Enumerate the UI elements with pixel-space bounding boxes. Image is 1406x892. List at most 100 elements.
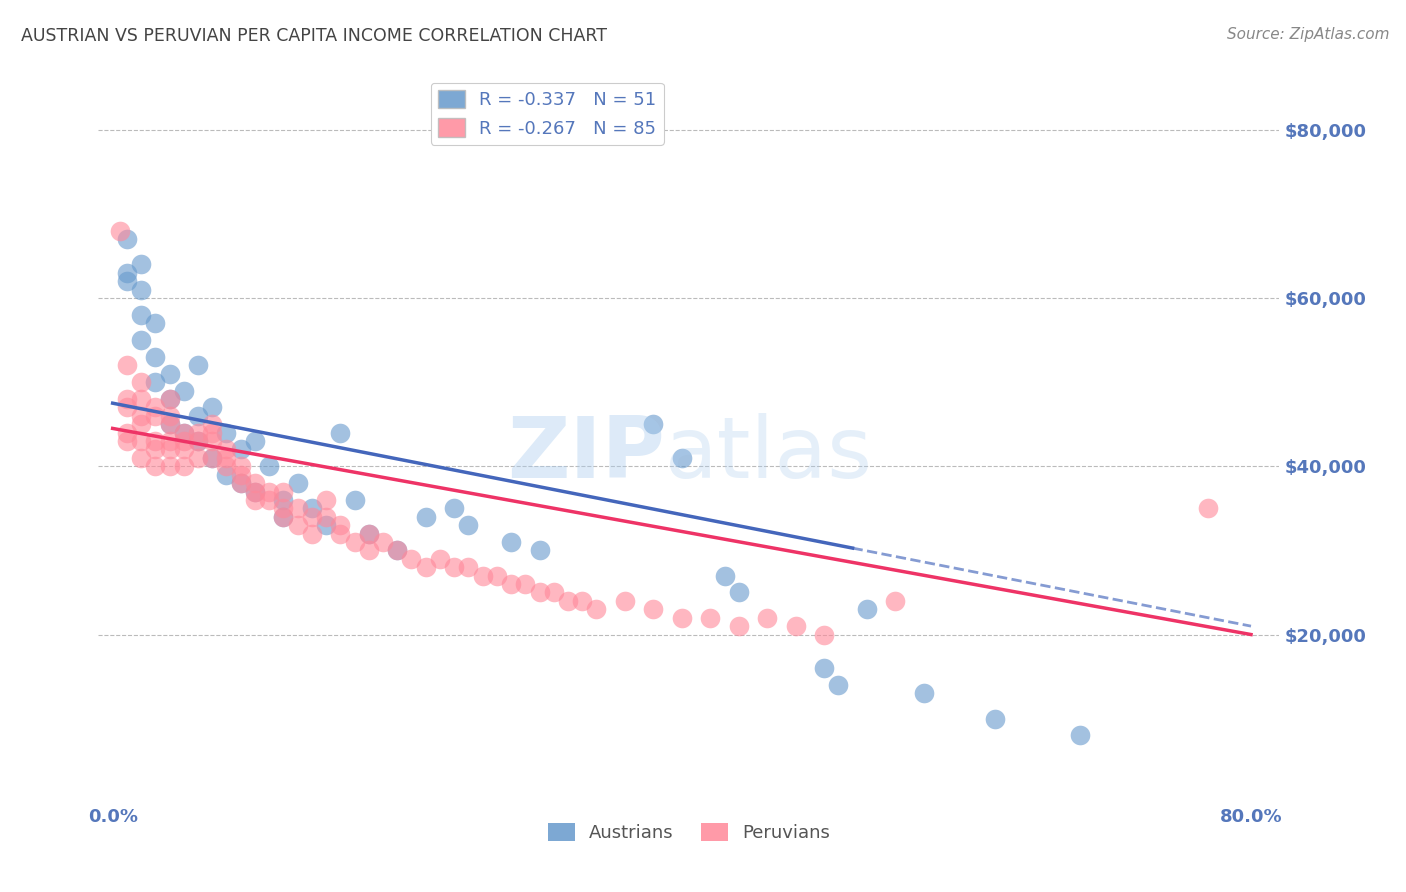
Point xyxy=(443,501,465,516)
Point xyxy=(315,492,337,507)
Point xyxy=(727,585,749,599)
Point xyxy=(257,492,280,507)
Point xyxy=(129,333,152,347)
Point xyxy=(827,678,849,692)
Point xyxy=(529,543,551,558)
Point xyxy=(429,551,451,566)
Point xyxy=(187,450,209,465)
Point xyxy=(813,661,835,675)
Point xyxy=(273,509,295,524)
Point xyxy=(229,476,252,491)
Point xyxy=(529,585,551,599)
Point xyxy=(287,501,309,516)
Point xyxy=(401,551,423,566)
Point xyxy=(671,610,693,624)
Point xyxy=(187,434,209,448)
Point xyxy=(215,442,238,457)
Point xyxy=(143,409,166,423)
Point xyxy=(457,560,479,574)
Point xyxy=(215,450,238,465)
Point xyxy=(229,459,252,474)
Point xyxy=(343,492,366,507)
Point xyxy=(443,560,465,574)
Point xyxy=(287,518,309,533)
Point xyxy=(115,274,138,288)
Point xyxy=(108,224,131,238)
Point xyxy=(273,484,295,499)
Point xyxy=(159,459,181,474)
Point xyxy=(357,543,380,558)
Point xyxy=(129,308,152,322)
Point xyxy=(457,518,479,533)
Point xyxy=(129,257,152,271)
Point xyxy=(571,594,593,608)
Legend: Austrians, Peruvians: Austrians, Peruvians xyxy=(540,815,838,849)
Point xyxy=(884,594,907,608)
Point xyxy=(215,425,238,440)
Point xyxy=(159,409,181,423)
Point xyxy=(301,509,323,524)
Point xyxy=(727,619,749,633)
Point xyxy=(187,434,209,448)
Point xyxy=(357,526,380,541)
Point xyxy=(173,442,195,457)
Point xyxy=(243,484,266,499)
Point xyxy=(543,585,565,599)
Text: AUSTRIAN VS PERUVIAN PER CAPITA INCOME CORRELATION CHART: AUSTRIAN VS PERUVIAN PER CAPITA INCOME C… xyxy=(21,27,607,45)
Point xyxy=(129,409,152,423)
Point xyxy=(415,509,437,524)
Point xyxy=(243,492,266,507)
Point xyxy=(273,492,295,507)
Point xyxy=(813,627,835,641)
Point xyxy=(159,434,181,448)
Point xyxy=(699,610,721,624)
Point xyxy=(229,442,252,457)
Point xyxy=(173,434,195,448)
Point xyxy=(173,384,195,398)
Point xyxy=(856,602,879,616)
Point xyxy=(187,409,209,423)
Point xyxy=(129,417,152,432)
Point xyxy=(415,560,437,574)
Point xyxy=(713,568,735,582)
Point xyxy=(129,450,152,465)
Point xyxy=(129,375,152,389)
Point xyxy=(201,425,224,440)
Point xyxy=(201,417,224,432)
Point xyxy=(115,359,138,373)
Point xyxy=(371,535,394,549)
Point xyxy=(785,619,807,633)
Point xyxy=(215,467,238,482)
Point xyxy=(273,501,295,516)
Point xyxy=(329,518,352,533)
Point xyxy=(159,367,181,381)
Point xyxy=(243,484,266,499)
Point xyxy=(387,543,409,558)
Text: Source: ZipAtlas.com: Source: ZipAtlas.com xyxy=(1226,27,1389,42)
Point xyxy=(287,476,309,491)
Point xyxy=(643,417,665,432)
Point xyxy=(329,526,352,541)
Point xyxy=(143,434,166,448)
Point xyxy=(187,425,209,440)
Point xyxy=(143,442,166,457)
Point xyxy=(273,509,295,524)
Point xyxy=(515,577,537,591)
Point xyxy=(257,459,280,474)
Point xyxy=(243,434,266,448)
Point xyxy=(229,476,252,491)
Point xyxy=(343,535,366,549)
Text: atlas: atlas xyxy=(665,413,873,496)
Point xyxy=(912,686,935,700)
Point xyxy=(201,450,224,465)
Point xyxy=(201,450,224,465)
Point xyxy=(115,434,138,448)
Point xyxy=(143,401,166,415)
Point xyxy=(201,401,224,415)
Text: ZIP: ZIP xyxy=(508,413,665,496)
Point xyxy=(115,232,138,246)
Point xyxy=(129,392,152,406)
Point xyxy=(471,568,494,582)
Point xyxy=(173,425,195,440)
Point xyxy=(187,359,209,373)
